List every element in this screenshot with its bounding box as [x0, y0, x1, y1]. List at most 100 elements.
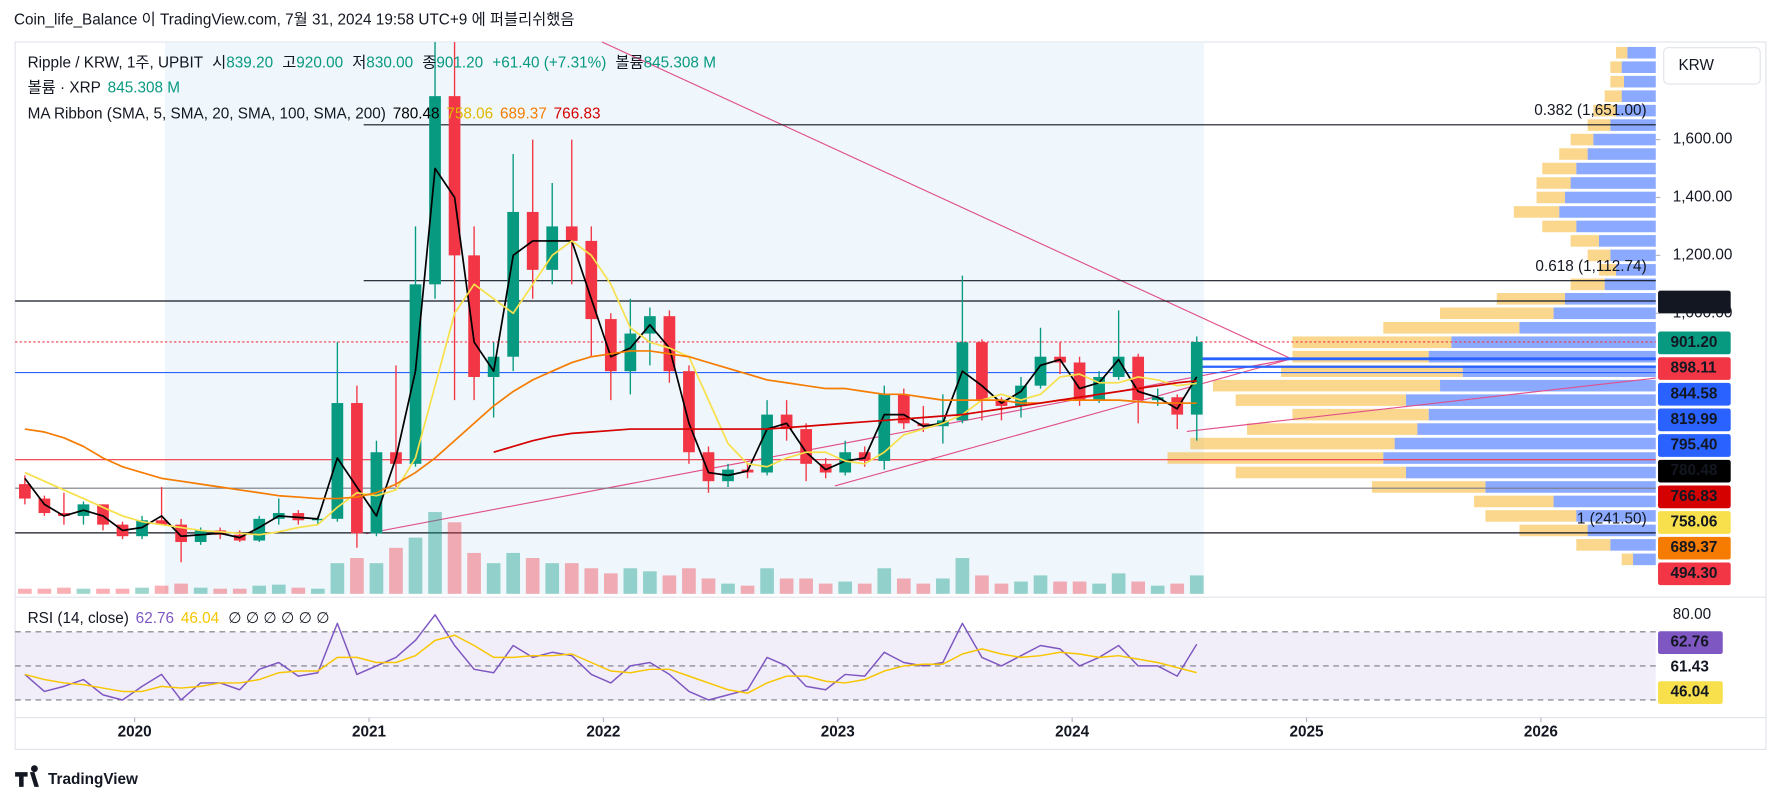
x-tick-label: 2023	[821, 723, 855, 740]
volume-bar	[936, 578, 950, 594]
x-tick-label: 2022	[586, 723, 620, 740]
x-tick-label: 2021	[352, 723, 387, 740]
x-tick-label: 2026	[1524, 723, 1558, 740]
profile-bar	[1462, 365, 1656, 377]
profile-bar	[1519, 524, 1588, 537]
candle-body	[956, 342, 969, 421]
volume-bar	[779, 578, 794, 594]
volume-bar	[916, 583, 931, 594]
candle-body	[507, 211, 520, 357]
price-label-bg	[1658, 357, 1731, 380]
profile-bar	[1212, 379, 1441, 392]
profile-bar	[1496, 293, 1565, 305]
price-label-bg	[1658, 536, 1731, 560]
volume-bar	[896, 578, 911, 594]
candle-body	[565, 226, 578, 241]
volume-bar	[760, 568, 774, 594]
profile-bar	[1428, 350, 1656, 363]
volume-bar	[682, 568, 696, 594]
legend-text: 46.04	[181, 610, 220, 627]
legend-text: 766.83	[554, 106, 601, 123]
volume-bar	[1131, 581, 1146, 594]
price-label: 494.30	[1671, 565, 1718, 582]
volume-bar	[115, 588, 130, 594]
volume-bar	[623, 568, 638, 594]
profile-bar	[1417, 423, 1656, 435]
legend-text: 920.00	[296, 55, 343, 72]
price-label-bg	[1658, 382, 1731, 406]
profile-bar	[1371, 481, 1486, 493]
volume-bar	[955, 558, 970, 594]
price-label-bg	[1658, 290, 1731, 314]
volume-bar	[447, 522, 462, 594]
fib-label: 0.618 (1,112.74)	[1535, 258, 1646, 275]
profile-bar	[1587, 524, 1656, 537]
legend-text: 830.00	[366, 55, 413, 72]
legend-text: 볼륨	[615, 55, 643, 72]
line-series	[24, 240, 1197, 536]
currency[interactable]: KRW	[1678, 57, 1714, 74]
profile-bar	[1559, 148, 1588, 160]
x-tick-label: 2025	[1289, 723, 1324, 740]
profile-bar	[1553, 495, 1656, 508]
volume-bar	[1111, 573, 1126, 594]
profile-bar	[1190, 437, 1395, 450]
price-label: 844.58	[1671, 385, 1718, 402]
y-tick-label: 1,400.00	[1673, 189, 1733, 206]
legend-text: +61.40 (+7.31%)	[492, 55, 606, 72]
volume-bar	[291, 587, 306, 594]
volume-bar	[1189, 575, 1204, 594]
profile-bar	[1576, 539, 1611, 551]
profile-bar	[1610, 249, 1656, 262]
profile-bar	[1621, 61, 1656, 73]
legend-text: 845.308 M	[644, 55, 716, 72]
profile-bar	[1598, 235, 1656, 247]
trend-line	[601, 41, 1292, 360]
legend-text: 저	[352, 55, 366, 72]
volume-bar	[721, 583, 735, 594]
currency-button[interactable]	[1663, 47, 1761, 85]
candle-body	[878, 394, 891, 461]
volume-bar	[467, 552, 481, 594]
candle-body	[253, 518, 266, 541]
volume-bar	[818, 583, 833, 594]
volume-bar	[330, 563, 345, 594]
volume-bar	[311, 588, 325, 594]
volume-bar	[369, 563, 384, 594]
candle-body	[976, 342, 988, 401]
profile-bar	[1610, 539, 1656, 551]
rsi-label-bg	[1658, 681, 1723, 704]
legend-text: 839.20	[226, 55, 273, 72]
profile-bar	[1281, 365, 1463, 377]
brand-logo	[15, 765, 39, 787]
candle-body	[897, 394, 910, 424]
volume-profile	[1167, 46, 1656, 566]
rsi-tick-label: 80.00	[1673, 606, 1711, 623]
volume-bar	[389, 547, 403, 594]
profile-bar	[1604, 278, 1656, 291]
price-label-bg	[1658, 511, 1731, 534]
profile-bar	[1405, 394, 1656, 406]
profile-bar	[1405, 466, 1656, 479]
profile-bar	[1587, 148, 1656, 160]
x-tick-label: 2024	[1055, 723, 1090, 740]
legend-line: 볼륨 · XRP 845.308 M	[28, 80, 180, 97]
volume-bar	[408, 537, 423, 594]
volume-bar	[252, 585, 267, 594]
profile-bar	[1292, 408, 1429, 421]
volume-bar	[994, 583, 1009, 594]
rsi-label: 61.43	[1671, 659, 1709, 676]
candle-body	[1112, 356, 1125, 377]
profile-bar	[1570, 235, 1599, 247]
profile-bar	[1235, 466, 1406, 479]
volume-bar	[525, 558, 540, 594]
profile-bar	[1559, 206, 1656, 218]
profile-bar	[1576, 162, 1656, 175]
price-label-bg	[1658, 434, 1731, 457]
profile-bar	[1247, 423, 1418, 435]
volume-bar	[564, 563, 579, 594]
profile-bar	[1610, 61, 1622, 73]
trend-line	[834, 358, 1292, 487]
profile-bar	[1235, 394, 1406, 406]
